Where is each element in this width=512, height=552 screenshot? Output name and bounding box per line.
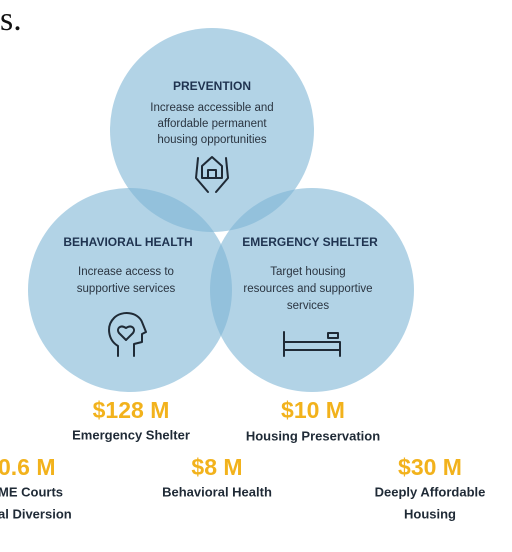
circle-text: services <box>287 300 329 312</box>
amount-label: Deeply Affordable <box>375 484 486 499</box>
circle-text: resources and supportive <box>243 283 372 295</box>
circle-text: Increase access to <box>78 266 174 278</box>
bed-icon <box>283 331 341 357</box>
house-hands-icon <box>195 156 229 193</box>
circle-title: BEHAVIORAL HEALTH <box>63 235 192 249</box>
shelter-circle <box>210 188 414 392</box>
circle-text: affordable permanent <box>157 118 267 130</box>
prevention-circle <box>110 28 314 232</box>
amount-label: Housing Preservation <box>246 428 380 443</box>
amount: $10 M <box>281 397 345 423</box>
amount-label: ME Courts <box>0 484 63 499</box>
amount-label: Emergency Shelter <box>72 427 190 442</box>
amount: $30 M <box>398 454 462 480</box>
circle-text: supportive services <box>77 283 176 295</box>
amount: $8 M <box>191 454 242 480</box>
circle-text: Target housing <box>270 266 345 278</box>
amount-label: Behavioral Health <box>162 484 272 499</box>
header-fragment: s. <box>0 1 22 38</box>
circle-title: EMERGENCY SHELTER <box>242 235 378 249</box>
circle-title: PREVENTION <box>173 79 251 93</box>
amount: 0.6 M <box>0 454 56 480</box>
amount: $128 M <box>93 397 170 423</box>
amount-label: Housing <box>404 506 456 521</box>
head-heart-icon <box>108 312 147 357</box>
circle-text: housing opportunities <box>157 134 267 146</box>
circle-text: Increase accessible and <box>150 102 273 114</box>
behavioral-circle <box>28 188 232 392</box>
venn <box>28 28 414 392</box>
amount-label: al Diversion <box>0 506 72 521</box>
